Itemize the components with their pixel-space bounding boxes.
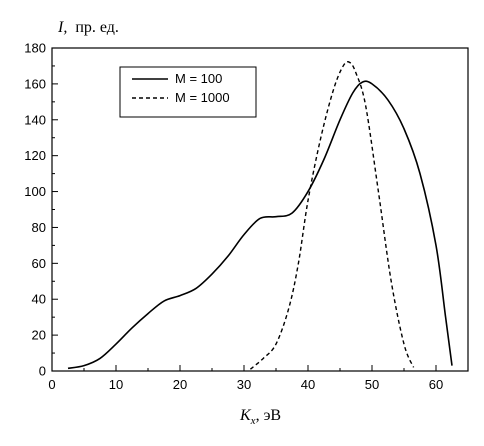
x-tick-label: 50 [365,377,379,392]
legend-label-m100: M = 100 [175,71,222,86]
x-tick-label: 30 [237,377,251,392]
y-tick-label: 80 [32,220,46,235]
y-tick-label: 100 [24,184,46,199]
y-tick-label: 60 [32,256,46,271]
legend-label-m1000: M = 1000 [175,90,230,105]
plot-frame [51,47,469,372]
series-layer [67,61,453,370]
y-tick-label: 160 [24,76,46,91]
x-tick-label: 40 [301,377,315,392]
y-tick-label: 20 [32,328,46,343]
y-tick-label: 0 [39,364,46,379]
y-axis-ticks: 0 20 40 60 80 100 120 140 160 180 [24,41,58,379]
legend: M = 100 M = 1000 [119,66,257,118]
y-tick-label: 40 [32,292,46,307]
y-tick-label: 120 [24,148,46,163]
series-line-m100 [67,80,453,370]
x-tick-label: 10 [109,377,123,392]
x-tick-label: 60 [429,377,443,392]
y-axis-label: I, пр. ед. [57,19,119,36]
y-tick-label: 180 [24,41,46,56]
x-tick-label: 0 [48,377,55,392]
plot-border [51,47,469,372]
x-tick-label: 20 [173,377,187,392]
x-axis-ticks: 0 10 20 30 40 50 60 [48,365,443,392]
x-axis-label: Kx, эВ [239,407,281,427]
y-tick-label: 140 [24,112,46,127]
legend-box [119,66,257,118]
series-line-m1000 [249,61,415,370]
